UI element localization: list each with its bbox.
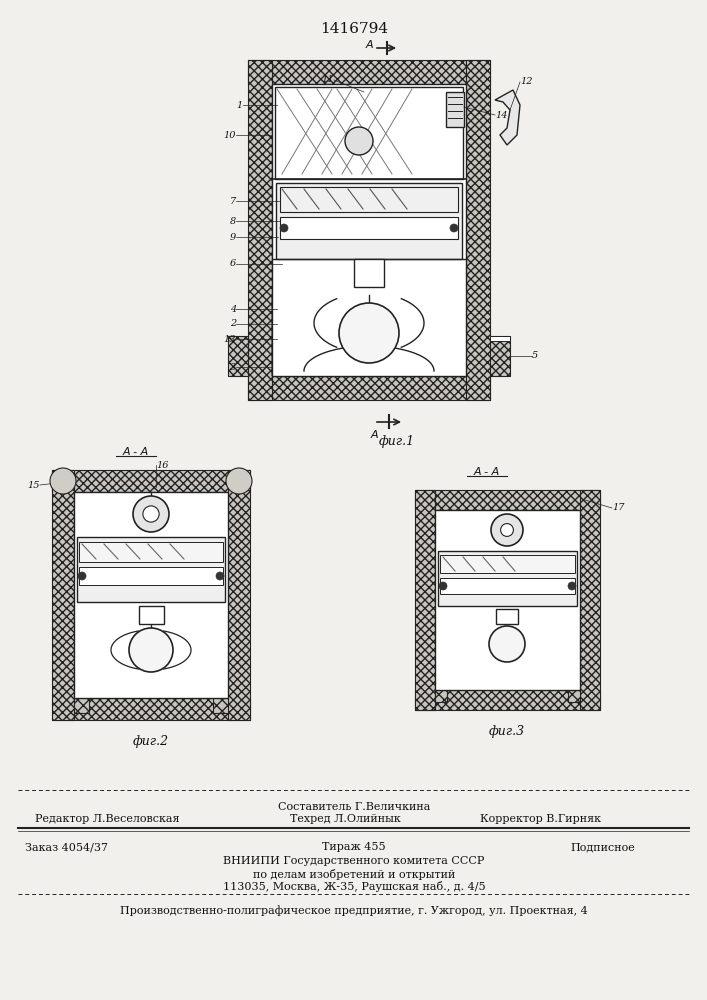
Circle shape	[345, 127, 373, 155]
Circle shape	[450, 224, 458, 232]
Polygon shape	[495, 90, 520, 145]
Text: А - А: А - А	[474, 467, 500, 477]
Circle shape	[489, 626, 525, 662]
Text: фиг.2: фиг.2	[133, 735, 169, 748]
Text: 7: 7	[230, 196, 236, 206]
Bar	[440, 578, 575, 594]
Bar	[275, 87, 463, 179]
Circle shape	[491, 514, 523, 546]
Bar	[491, 610, 496, 622]
Circle shape	[129, 628, 173, 672]
Bar	[490, 336, 510, 341]
Text: 12: 12	[520, 78, 532, 87]
Bar	[133, 607, 139, 621]
Text: А: А	[370, 430, 378, 440]
Bar	[435, 510, 580, 690]
Bar	[518, 610, 523, 622]
Text: А: А	[366, 40, 373, 50]
Text: 9: 9	[230, 232, 236, 241]
Circle shape	[226, 468, 252, 494]
Text: 16: 16	[156, 460, 168, 470]
Text: Техред Л.Олийнык: Техред Л.Олийнык	[290, 814, 401, 824]
Bar	[415, 490, 435, 710]
Text: 4: 4	[230, 304, 236, 314]
Text: фиг.1: фиг.1	[379, 435, 415, 448]
Bar	[415, 490, 600, 510]
Text: 10: 10	[223, 130, 236, 139]
Bar	[466, 60, 490, 400]
Text: 113035, Москва, Ж-35, Раушская наб., д. 4/5: 113035, Москва, Ж-35, Раушская наб., д. …	[223, 881, 485, 892]
Circle shape	[50, 468, 76, 494]
Text: Редактор Л.Веселовская: Редактор Л.Веселовская	[35, 814, 180, 824]
Text: 5: 5	[532, 352, 538, 360]
Bar	[213, 698, 228, 713]
Text: 1: 1	[237, 101, 243, 109]
Bar	[280, 217, 458, 239]
Text: Производственно-полиграфическое предприятие, г. Ужгород, ул. Проектная, 4: Производственно-полиграфическое предприя…	[120, 905, 588, 916]
Bar	[139, 606, 164, 624]
Bar	[52, 470, 74, 720]
Text: 14: 14	[495, 110, 508, 119]
Text: 6: 6	[230, 259, 236, 268]
Circle shape	[339, 303, 399, 363]
Bar	[74, 492, 228, 698]
Text: фиг.3: фиг.3	[489, 725, 525, 738]
Text: 17: 17	[612, 504, 624, 512]
Text: Заказ 4054/37: Заказ 4054/37	[25, 842, 108, 852]
Bar	[276, 183, 462, 259]
Text: 3: 3	[230, 362, 236, 371]
Text: Тираж 455: Тираж 455	[322, 842, 386, 852]
Text: Подписное: Подписное	[570, 842, 635, 852]
Bar	[580, 490, 600, 710]
Text: 8: 8	[230, 217, 236, 226]
Circle shape	[133, 496, 169, 532]
Bar	[272, 287, 466, 295]
Bar	[435, 690, 447, 702]
Bar	[446, 92, 464, 127]
Circle shape	[280, 224, 288, 232]
Bar	[248, 60, 490, 84]
Bar	[228, 336, 248, 376]
Text: 13: 13	[223, 334, 236, 344]
Bar	[415, 690, 600, 710]
Polygon shape	[424, 295, 466, 376]
Circle shape	[568, 582, 576, 590]
Circle shape	[501, 524, 513, 536]
Bar	[77, 537, 225, 602]
Bar	[248, 376, 490, 400]
Circle shape	[143, 506, 159, 522]
Bar	[272, 368, 466, 376]
Bar	[568, 690, 580, 702]
Text: ВНИИПИ Государственного комитета СССР: ВНИИПИ Государственного комитета СССР	[223, 856, 485, 866]
Text: 2: 2	[230, 320, 236, 328]
Bar	[79, 567, 223, 585]
Bar	[163, 607, 169, 621]
Bar	[354, 259, 384, 287]
Text: Составитель Г.Величкина: Составитель Г.Величкина	[278, 802, 430, 812]
Circle shape	[216, 572, 224, 580]
Text: по делам изобретений и открытий: по делам изобретений и открытий	[253, 869, 455, 880]
Bar	[74, 698, 89, 713]
Circle shape	[439, 582, 447, 590]
Bar	[228, 470, 250, 720]
Bar	[490, 336, 510, 376]
Text: 15: 15	[28, 481, 40, 489]
Bar	[346, 261, 354, 281]
Bar	[438, 551, 577, 606]
Bar	[440, 555, 575, 573]
Bar	[52, 470, 250, 492]
Text: А - А: А - А	[123, 447, 149, 457]
Bar	[280, 187, 458, 212]
Bar	[384, 261, 392, 281]
Bar	[52, 698, 250, 720]
Bar	[248, 60, 272, 400]
Polygon shape	[272, 295, 314, 376]
Bar	[272, 84, 466, 376]
Circle shape	[78, 572, 86, 580]
Text: 11: 11	[322, 76, 334, 85]
Bar	[496, 609, 518, 624]
Text: 1416794: 1416794	[320, 22, 388, 36]
Bar	[79, 542, 223, 562]
Text: Корректор В.Гирняк: Корректор В.Гирняк	[480, 814, 601, 824]
